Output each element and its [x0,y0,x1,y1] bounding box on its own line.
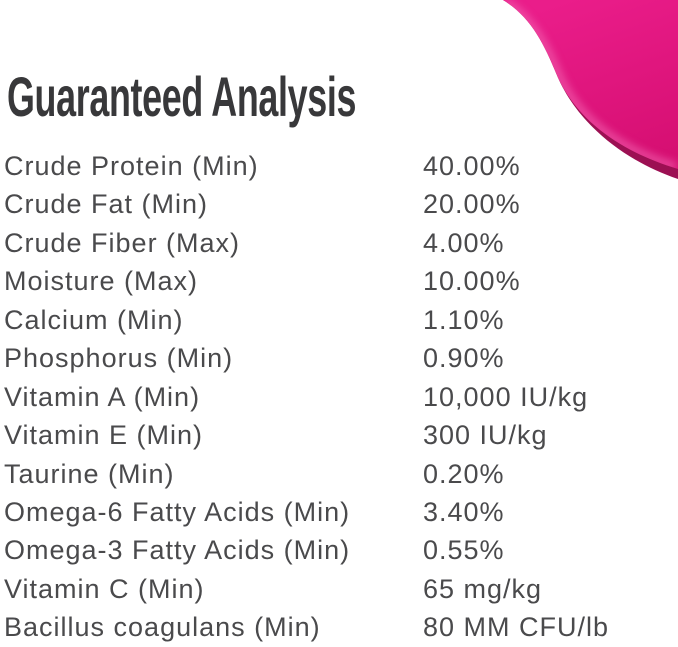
nutrient-label: Calcium (Min) [4,304,184,335]
nutrient-value: 10.00% [423,266,521,297]
nutrient-value: 0.90% [423,343,505,374]
nutrient-value: 300 IU/kg [423,420,548,451]
nutrient-value: 1.10% [423,304,505,335]
nutrient-value: 3.40% [423,496,505,527]
guaranteed-analysis-table: Crude Protein (Min) 40.00% Crude Fat (Mi… [4,147,678,647]
nutrient-label: Crude Fiber (Max) [4,227,241,258]
analysis-row-omega-3: Omega-3 Fatty Acids (Min) 0.55% [4,531,678,569]
nutrient-label: Phosphorus (Min) [4,343,234,374]
nutrient-value: 0.55% [423,535,505,566]
nutrient-value: 80 MM CFU/lb [423,612,610,643]
analysis-row-taurine: Taurine (Min) 0.20% [4,455,678,493]
analysis-row-bacillus-coagulans: Bacillus coagulans (Min) 80 MM CFU/lb [4,608,678,646]
nutrient-value: 0.20% [423,458,505,489]
analysis-row-moisture: Moisture (Max) 10.00% [4,262,678,300]
nutrient-value: 40.00% [423,151,521,181]
nutrient-label: Omega-3 Fatty Acids (Min) [4,535,351,566]
nutrient-label: Vitamin A (Min) [4,381,201,412]
nutrient-value: 65 mg/kg [423,573,543,604]
page-title: Guaranteed Analysis [7,65,357,128]
nutrient-label: Crude Protein (Min) [4,151,259,181]
analysis-row-calcium: Calcium (Min) 1.10% [4,301,678,339]
analysis-row-vitamin-e: Vitamin E (Min) 300 IU/kg [4,416,678,454]
analysis-row-vitamin-a: Vitamin A (Min) 10,000 IU/kg [4,378,678,416]
nutrient-label: Vitamin C (Min) [4,573,205,604]
nutrient-label: Bacillus coagulans (Min) [4,612,321,643]
nutrient-value: 4.00% [423,227,505,258]
nutrient-value: 20.00% [423,189,521,220]
analysis-row-phosphorus: Phosphorus (Min) 0.90% [4,339,678,377]
nutrient-label: Crude Fat (Min) [4,189,209,220]
analysis-row-omega-6: Omega-6 Fatty Acids (Min) 3.40% [4,493,678,531]
analysis-row-crude-fat: Crude Fat (Min) 20.00% [4,185,678,223]
ribbon-main-shape [503,0,678,169]
ribbon-highlight-sheen [503,0,678,169]
nutrient-value: 10,000 IU/kg [423,381,589,412]
nutrient-label: Omega-6 Fatty Acids (Min) [4,496,351,527]
nutrient-label: Taurine (Min) [4,458,175,489]
analysis-row-crude-fiber: Crude Fiber (Max) 4.00% [4,224,678,262]
analysis-row-vitamin-c: Vitamin C (Min) 65 mg/kg [4,570,678,608]
analysis-row-crude-protein: Crude Protein (Min) 40.00% [4,147,678,185]
nutrient-label: Moisture (Max) [4,266,199,297]
nutrient-label: Vitamin E (Min) [4,420,204,451]
